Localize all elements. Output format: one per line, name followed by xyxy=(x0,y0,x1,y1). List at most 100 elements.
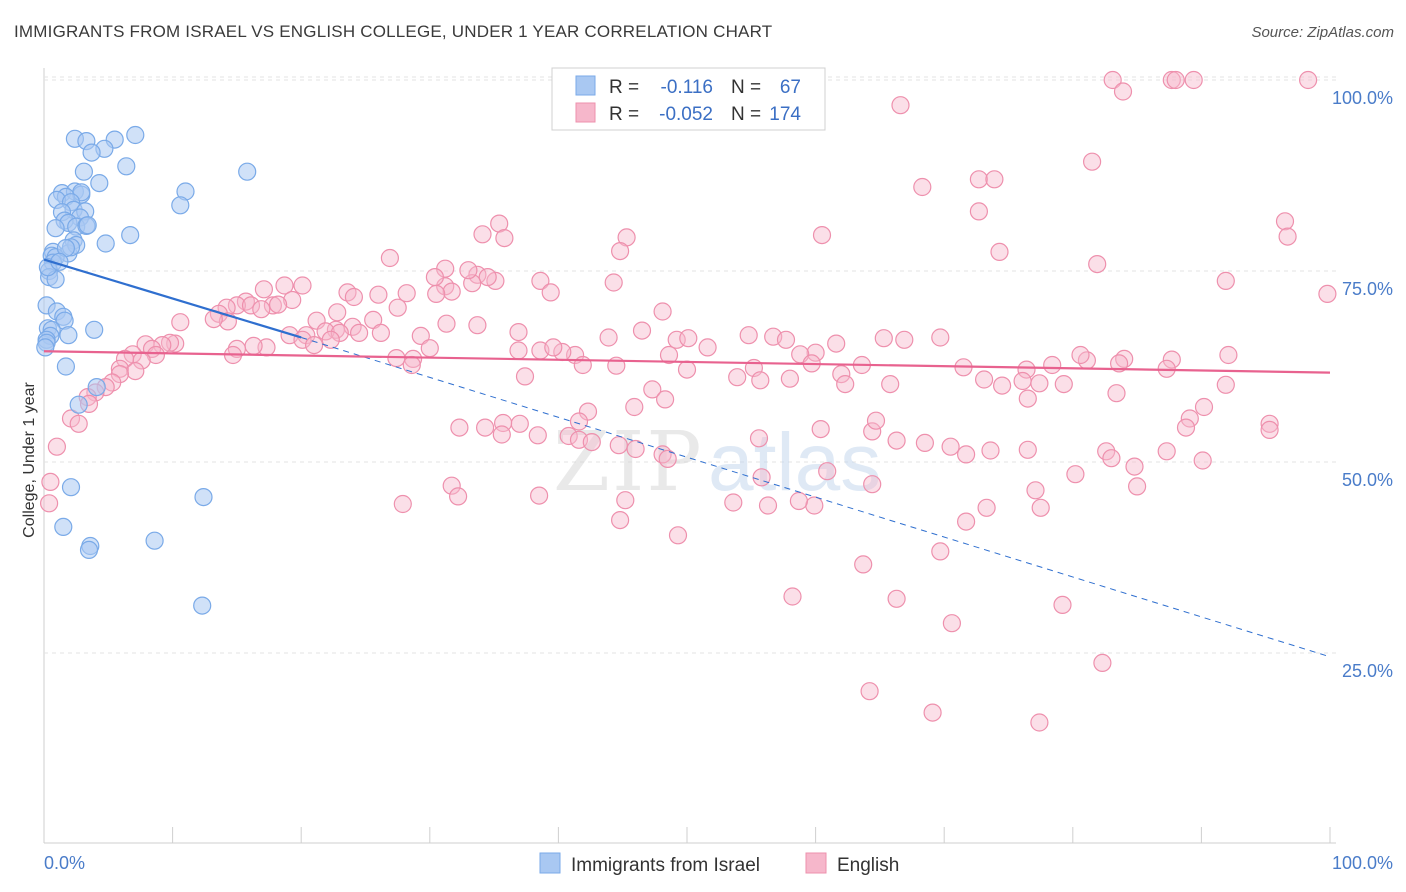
english-point-69 xyxy=(371,323,390,342)
english-point-17 xyxy=(1088,255,1107,274)
english-point-77 xyxy=(244,336,263,355)
israel-point-61 xyxy=(79,540,99,560)
english-point-7 xyxy=(1082,152,1102,171)
english-point-128 xyxy=(402,355,421,375)
english-point-46 xyxy=(269,295,288,314)
english-point-89 xyxy=(110,359,130,378)
israel-point-28 xyxy=(121,226,140,245)
english-point-68 xyxy=(509,323,528,342)
english-point-207 xyxy=(616,491,635,510)
english-point-52 xyxy=(171,313,190,332)
source-label: Source: ZipAtlas.com xyxy=(1251,24,1394,41)
english-point-23 xyxy=(610,242,630,261)
english-point-151 xyxy=(1054,375,1073,394)
israel-point-55 xyxy=(69,395,88,414)
english-point-222 xyxy=(860,682,879,701)
correlation-legend: R = -0.116 N = 67 R = -0.052 N = 174 xyxy=(551,67,826,131)
english-point-9 xyxy=(985,170,1004,189)
english-point-157 xyxy=(578,402,598,421)
english-point-53 xyxy=(344,287,363,307)
english-point-131 xyxy=(677,360,697,379)
israel-point-57 xyxy=(194,488,213,507)
english-point-192 xyxy=(1260,420,1279,439)
legend-n-label-2: N = xyxy=(731,104,761,125)
english-point-34 xyxy=(531,271,550,290)
english-point-99 xyxy=(41,472,60,491)
english-point-195 xyxy=(1127,477,1147,496)
english-point-104 xyxy=(599,328,618,347)
english-point-124 xyxy=(544,338,563,357)
english-point-154 xyxy=(643,380,662,399)
english-point-221 xyxy=(783,587,802,606)
bottom-legend-swatch-english xyxy=(805,852,827,874)
english-point-220 xyxy=(854,555,873,574)
english-point-147 xyxy=(974,370,994,389)
english-point-65 xyxy=(350,323,369,342)
english-point-44 xyxy=(241,296,261,315)
israel-point-27 xyxy=(46,219,65,238)
english-point-70 xyxy=(330,323,349,342)
english-point-196 xyxy=(1102,449,1121,468)
english-trend-line xyxy=(43,350,1331,374)
english-point-161 xyxy=(476,418,495,437)
english-point-177 xyxy=(915,433,935,452)
english-point-183 xyxy=(1157,442,1176,461)
english-point-31 xyxy=(459,261,478,280)
legend-r-label-1: R = xyxy=(609,77,639,98)
english-point-199 xyxy=(1031,498,1050,517)
english-point-56 xyxy=(369,285,388,304)
english-point-11 xyxy=(969,202,989,221)
english-point-225 xyxy=(1093,653,1112,673)
x-tick-label-max: 100.0% xyxy=(1332,853,1393,873)
series-legend: Immigrants from Israel English xyxy=(539,852,899,876)
english-point-119 xyxy=(659,345,679,365)
english-points xyxy=(39,70,1337,732)
israel-point-56 xyxy=(61,478,81,497)
english-point-115 xyxy=(806,343,825,362)
english-point-13 xyxy=(1275,212,1295,231)
english-point-208 xyxy=(529,486,549,505)
english-point-204 xyxy=(724,493,743,512)
legend-n-label-1: N = xyxy=(731,77,761,98)
english-point-48 xyxy=(252,300,271,319)
english-point-159 xyxy=(510,414,529,433)
israel-trend-line xyxy=(43,258,302,339)
english-point-30 xyxy=(442,282,461,301)
legend-r-label-2: R = xyxy=(609,104,639,125)
english-point-178 xyxy=(941,437,960,456)
legend-swatch-israel xyxy=(575,75,596,96)
english-point-4 xyxy=(1298,70,1318,90)
english-point-110 xyxy=(776,330,796,349)
english-point-191 xyxy=(1260,414,1279,433)
legend-n-value-2: 174 xyxy=(769,104,801,125)
english-point-143 xyxy=(751,371,770,390)
english-point-100 xyxy=(39,494,59,513)
english-point-40 xyxy=(254,280,273,299)
legend-r-value-2: -0.052 xyxy=(659,104,713,125)
english-point-184 xyxy=(1180,409,1199,428)
english-point-164 xyxy=(528,426,547,445)
english-point-206 xyxy=(610,510,630,530)
trend-lines-top xyxy=(43,258,1331,658)
israel-point-6 xyxy=(117,157,136,176)
english-point-55 xyxy=(427,284,446,303)
israel-point-17 xyxy=(171,196,190,215)
israel-point-54 xyxy=(87,378,106,397)
english-point-187 xyxy=(1162,350,1181,369)
english-point-210 xyxy=(449,487,468,506)
english-point-201 xyxy=(931,542,950,561)
english-point-1 xyxy=(1162,70,1181,90)
israel-trend-extension xyxy=(301,336,1331,658)
english-point-168 xyxy=(609,436,628,455)
english-point-152 xyxy=(1107,384,1126,403)
english-point-165 xyxy=(559,426,578,446)
english-point-211 xyxy=(393,494,412,514)
english-point-176 xyxy=(887,431,906,450)
english-point-112 xyxy=(895,330,914,349)
english-point-114 xyxy=(874,329,893,348)
english-point-203 xyxy=(758,496,778,515)
israel-point-59 xyxy=(145,531,164,550)
chart-title: IMMIGRANTS FROM ISRAEL VS ENGLISH COLLEG… xyxy=(14,22,773,41)
english-point-149 xyxy=(1013,371,1032,391)
legend-r-value-1: -0.116 xyxy=(661,77,713,98)
